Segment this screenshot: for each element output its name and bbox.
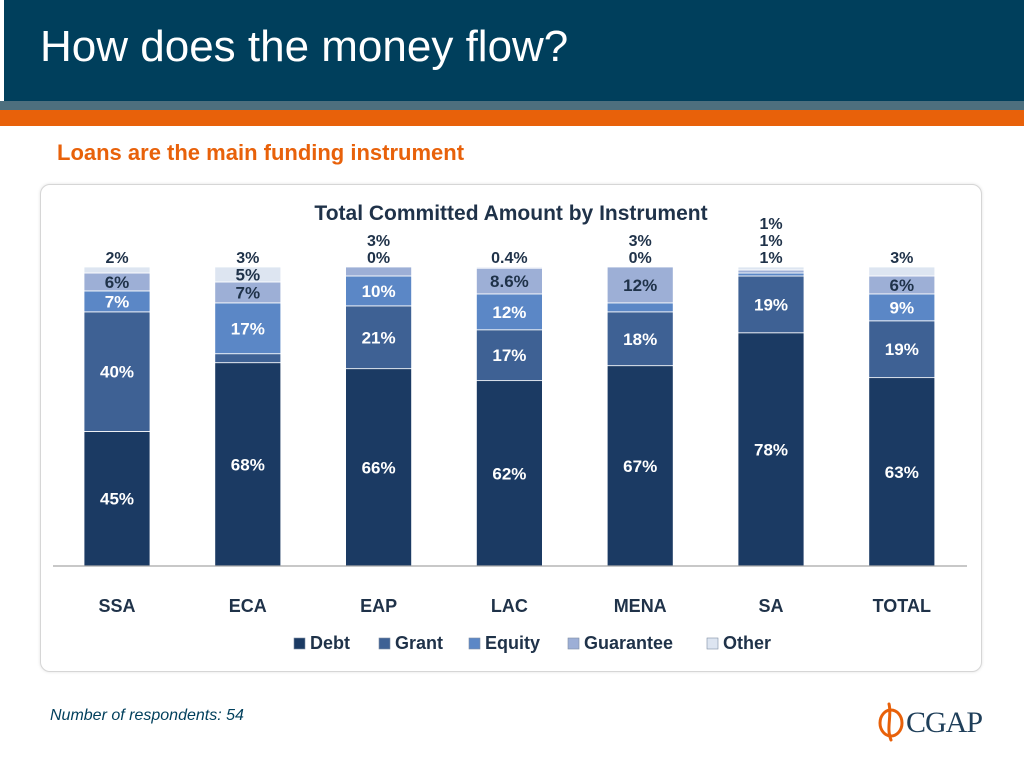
bar-grant-total (868, 320, 936, 379)
bar-debt-total (868, 377, 936, 567)
bar-grant-lac (475, 329, 543, 382)
data-label-guarantee-sa: 1% (759, 233, 782, 250)
bar-debt-eca (214, 362, 282, 567)
data-label-other-mena: 0% (629, 250, 652, 267)
bar-grant-ssa (83, 311, 151, 432)
divider-stripe-orange (0, 110, 1024, 126)
data-label-equity-eap: 10% (362, 282, 396, 301)
bar-guarantee-sa (737, 269, 805, 274)
x-tick-labels: SSA ECA EAP LAC MENA SA TOTAL (98, 596, 930, 616)
data-label-debt-lac: 62% (492, 464, 526, 483)
legend-swatch-other (706, 637, 719, 650)
legend-label-debt: Debt (310, 633, 350, 653)
bar-equity-mena (606, 302, 674, 313)
x-tick-label-sa: SA (758, 596, 783, 616)
x-tick-label-eap: EAP (360, 596, 397, 616)
data-label-other-eap: 0% (367, 250, 390, 267)
data-label-guarantee-eap: 3% (367, 233, 390, 250)
bars-layer (83, 266, 936, 567)
cgap-logo: CGAP (876, 700, 996, 744)
data-label-equity-ssa: 7% (105, 292, 130, 311)
data-label-equity-eca: 17% (231, 319, 265, 338)
data-label-equity-mena: 3% (629, 233, 652, 250)
title-bar-edge (0, 0, 4, 101)
data-label-debt-ssa: 45% (100, 490, 134, 509)
bar-debt-ssa (83, 431, 151, 567)
legend-label-other: Other (723, 633, 771, 653)
labels-layer: 45%40%7%6%2%68%17%7%5%3%66%21%10%0%3%62%… (100, 216, 919, 509)
x-tick-label-eca: ECA (229, 596, 267, 616)
slide-title: How does the money flow? (40, 22, 569, 71)
data-label-other-sa: 1% (759, 250, 782, 267)
data-label-grant-eap: 21% (362, 328, 396, 347)
data-label-guarantee-eca: 7% (236, 283, 261, 302)
legend-swatch-grant (378, 637, 391, 650)
bar-other-total (868, 266, 936, 277)
data-label-guarantee-mena: 12% (623, 276, 657, 295)
data-label-grant-sa: 19% (754, 295, 788, 314)
data-label-grant-ssa: 40% (100, 363, 134, 382)
x-tick-label-ssa: SSA (98, 596, 135, 616)
title-bar: How does the money flow? (0, 0, 1024, 101)
bar-equity-sa (737, 272, 805, 277)
data-label-equity-total: 9% (890, 298, 915, 317)
data-label-other-total: 3% (890, 250, 913, 267)
data-label-grant-mena: 18% (623, 330, 657, 349)
bar-other-eca (214, 266, 282, 283)
footnote: Number of respondents: 54 (50, 707, 244, 724)
bar-equity-total (868, 293, 936, 322)
cgap-logo-text: CGAP (906, 706, 983, 739)
chart-title: Total Committed Amount by Instrument (314, 202, 707, 225)
legend-swatch-guarantee (567, 637, 580, 650)
bar-debt-lac (475, 380, 543, 567)
data-label-debt-eap: 66% (362, 458, 396, 477)
data-label-equity-lac: 12% (492, 303, 526, 322)
x-tick-label-mena: MENA (614, 596, 667, 616)
data-label-grant-eca: 3% (236, 250, 259, 267)
bar-other-lac (475, 266, 543, 269)
bar-grant-eca (214, 353, 282, 364)
x-tick-label-lac: LAC (491, 596, 528, 616)
legend-swatch-equity (468, 637, 481, 650)
data-label-debt-mena: 67% (623, 457, 657, 476)
bar-debt-sa (737, 332, 805, 567)
legend: Debt Grant Equity Guarantee Other (293, 633, 771, 653)
data-label-guarantee-total: 6% (890, 276, 915, 295)
bar-other-ssa (83, 266, 151, 274)
data-label-other-ssa: 2% (105, 250, 128, 267)
data-label-guarantee-ssa: 6% (105, 273, 130, 292)
data-label-debt-eca: 68% (231, 455, 265, 474)
legend-swatch-debt (293, 637, 306, 650)
data-label-other-lac: 0.4% (491, 250, 527, 267)
slide-subtitle: Loans are the main funding instrument (57, 140, 465, 165)
data-label-other-eca: 5% (236, 265, 261, 284)
x-tick-label-total: TOTAL (873, 596, 931, 616)
bar-debt-eap (345, 368, 413, 567)
legend-label-guarantee: Guarantee (584, 633, 673, 653)
data-label-debt-sa: 78% (754, 440, 788, 459)
cgap-logo-mark-icon (878, 702, 904, 742)
data-label-guarantee-lac: 8.6% (490, 272, 529, 291)
bar-guarantee-eap (345, 266, 413, 277)
data-label-debt-total: 63% (885, 463, 919, 482)
bar-other-sa (737, 266, 805, 271)
bar-guarantee-mena (606, 266, 674, 304)
chart-panel: Total Committed Amount by Instrument 45%… (40, 184, 982, 672)
divider-stripe-teal (0, 101, 1024, 110)
legend-label-grant: Grant (395, 633, 443, 653)
data-label-grant-total: 19% (885, 340, 919, 359)
bar-grant-sa (737, 275, 805, 334)
data-label-grant-lac: 17% (492, 346, 526, 365)
stacked-bar-chart: Total Committed Amount by Instrument 45%… (53, 202, 967, 653)
legend-label-equity: Equity (485, 633, 540, 653)
bar-equity-lac (475, 293, 543, 331)
data-label-equity-sa: 1% (759, 216, 782, 233)
